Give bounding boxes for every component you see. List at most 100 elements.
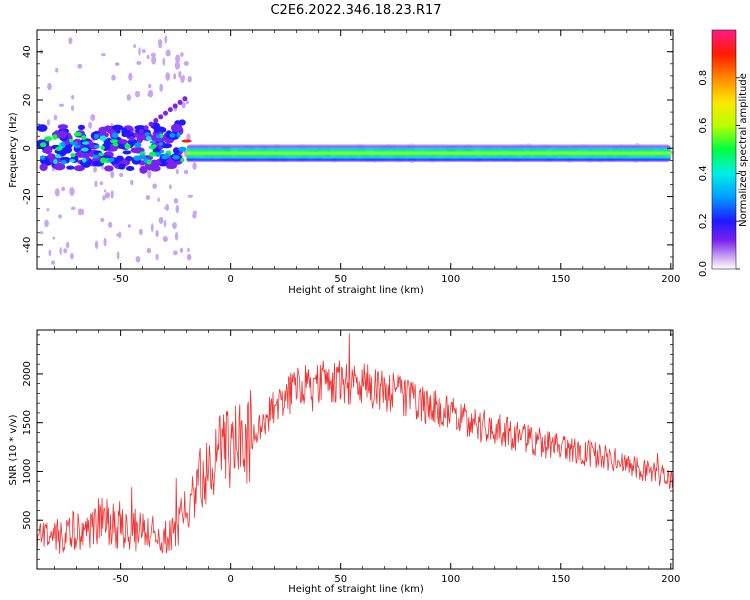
spectrogram-cell	[70, 206, 76, 211]
spectrogram-cell	[185, 100, 189, 105]
spectrogram-cell	[163, 220, 167, 228]
spectrogram-cell	[44, 136, 53, 142]
spectrogram-cell	[42, 149, 52, 154]
spectrogram-cell	[102, 195, 106, 201]
spectrogram-cell	[39, 163, 48, 172]
spectrogram-cell	[149, 140, 156, 144]
spectrogram-cell	[138, 228, 143, 236]
spectrogram-cell	[129, 136, 135, 142]
spectrogram-cell	[168, 184, 172, 190]
spectrogram-cell	[94, 240, 99, 249]
spectrogram-cell	[136, 60, 142, 66]
band-core	[186, 151, 671, 155]
spectrogram-cell	[186, 133, 191, 142]
spectrogram-cell	[150, 52, 156, 57]
spectrogram-cell	[93, 133, 99, 139]
spectrogram-cell	[55, 67, 59, 73]
spectrogram-cell	[148, 83, 152, 89]
spectrogram-cell	[119, 172, 124, 178]
spectrogram-cell	[97, 132, 109, 139]
spectrogram-cell	[100, 53, 106, 57]
spectrogram-cell	[144, 131, 150, 137]
spectrogram-cell	[139, 165, 148, 174]
spectrogram-cell	[124, 129, 131, 135]
spectrogram-cell	[52, 236, 56, 240]
spectrogram-cell	[157, 126, 164, 133]
spectrogram-cell	[133, 44, 137, 48]
colorbar-ticks: 0.0 0.2 0.4 0.6 0.8	[698, 70, 740, 277]
y-tick-label: -20	[22, 188, 33, 204]
spectrogram-cell	[47, 82, 52, 91]
spectrogram-cell	[187, 194, 194, 198]
spectrogram-x-label: Height of straight line (km)	[288, 285, 424, 296]
spectrogram-cell	[70, 141, 78, 146]
y-tick-label: 2000	[22, 361, 33, 386]
y-tick-label: 20	[22, 94, 33, 107]
spectrogram-cell	[90, 114, 96, 122]
spectrogram-cell	[99, 126, 111, 131]
spectrogram-y-ticks: -40 -20 0 20 40	[22, 39, 673, 270]
spectrogram-cell	[60, 146, 73, 154]
spectrogram-cell	[77, 208, 83, 216]
spectrogram-cell	[161, 143, 173, 149]
spectrogram-cell	[158, 114, 164, 120]
spectrogram-cell	[148, 121, 154, 127]
spectrogram-cell	[107, 158, 114, 163]
spectrogram-cell	[175, 168, 179, 175]
spectrogram-cell	[98, 152, 104, 157]
spectrogram-cell	[53, 159, 58, 165]
spectrogram-cell	[180, 75, 185, 84]
spectrogram-cell	[165, 72, 171, 81]
spectrogram-cell	[187, 247, 190, 253]
spectrogram-cell	[151, 55, 157, 65]
spectrogram-cell	[176, 131, 181, 138]
spectrogram-cell	[164, 35, 168, 44]
x-tick-label: -50	[112, 274, 128, 285]
x-tick-label: 150	[551, 574, 570, 585]
colorbar-tick-label: 0.2	[698, 213, 709, 229]
spectrogram-cell	[145, 195, 151, 200]
spectrogram-cell	[101, 165, 104, 170]
spectrogram-cell	[73, 131, 82, 137]
spectrogram-panel: -50 0 50 100 150 200 -40 -20 0 20 40 Height of st…	[8, 29, 680, 296]
spectrogram-cell	[68, 138, 74, 143]
spectrogram-cell	[192, 162, 197, 170]
colorbar: 0.0 0.2 0.4 0.6 0.8 Normalized spectral ampl…	[698, 29, 749, 277]
spectrogram-cell	[77, 124, 86, 130]
snr-y-ticks: 500 1000 1500 2000	[22, 334, 673, 570]
spectrogram-cell	[54, 188, 60, 197]
y-tick-label: -40	[22, 237, 33, 253]
spectrogram-cell	[116, 251, 120, 260]
spectrogram-cell	[59, 246, 62, 256]
spectrogram-cell	[59, 103, 65, 107]
spectrogram-cell	[179, 247, 184, 253]
x-tick-label: 150	[551, 274, 570, 285]
spectrogram-cell	[115, 62, 120, 66]
spectrogram-cell	[40, 142, 47, 148]
spectrogram-frame	[36, 29, 674, 270]
spectrogram-cell	[93, 166, 97, 173]
spectrogram-cell	[169, 132, 176, 138]
spectrogram-cell	[58, 130, 67, 139]
spectrogram-cell	[149, 151, 157, 157]
x-tick-label: -50	[112, 574, 128, 585]
spectrogram-cell	[57, 124, 69, 130]
spectrogram-cell	[138, 47, 141, 56]
spectrogram-cell	[126, 94, 132, 101]
x-tick-label: 50	[334, 274, 347, 285]
spectrogram-cell	[48, 249, 52, 257]
spectrogram-cell	[125, 155, 133, 162]
spectrogram-cell	[138, 154, 146, 160]
spectrogram-cell	[172, 154, 180, 160]
spectrogram-cell	[60, 141, 66, 147]
spectrogram-cell	[145, 136, 152, 141]
spectrogram-cell	[173, 73, 177, 80]
spectrogram-cell	[104, 165, 114, 172]
spectrogram-cell	[55, 146, 63, 151]
spectrogram-cell	[110, 139, 118, 144]
spectrogram-cell	[155, 253, 159, 261]
spectrogram-cell	[178, 146, 187, 152]
spectrogram-cell	[183, 169, 189, 175]
spectrogram-x-ticks: -50 0 50 100 150 200	[54, 30, 680, 285]
spectrogram-cell	[52, 134, 58, 140]
